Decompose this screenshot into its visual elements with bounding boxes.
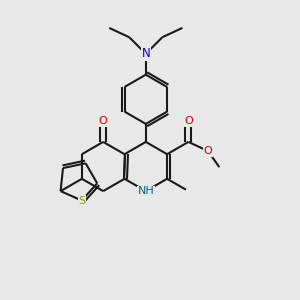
Text: O: O: [184, 116, 193, 126]
Text: NH: NH: [137, 186, 154, 196]
Text: O: O: [99, 116, 108, 126]
Text: O: O: [204, 146, 212, 156]
Text: N: N: [141, 47, 150, 60]
Text: S: S: [78, 196, 85, 206]
